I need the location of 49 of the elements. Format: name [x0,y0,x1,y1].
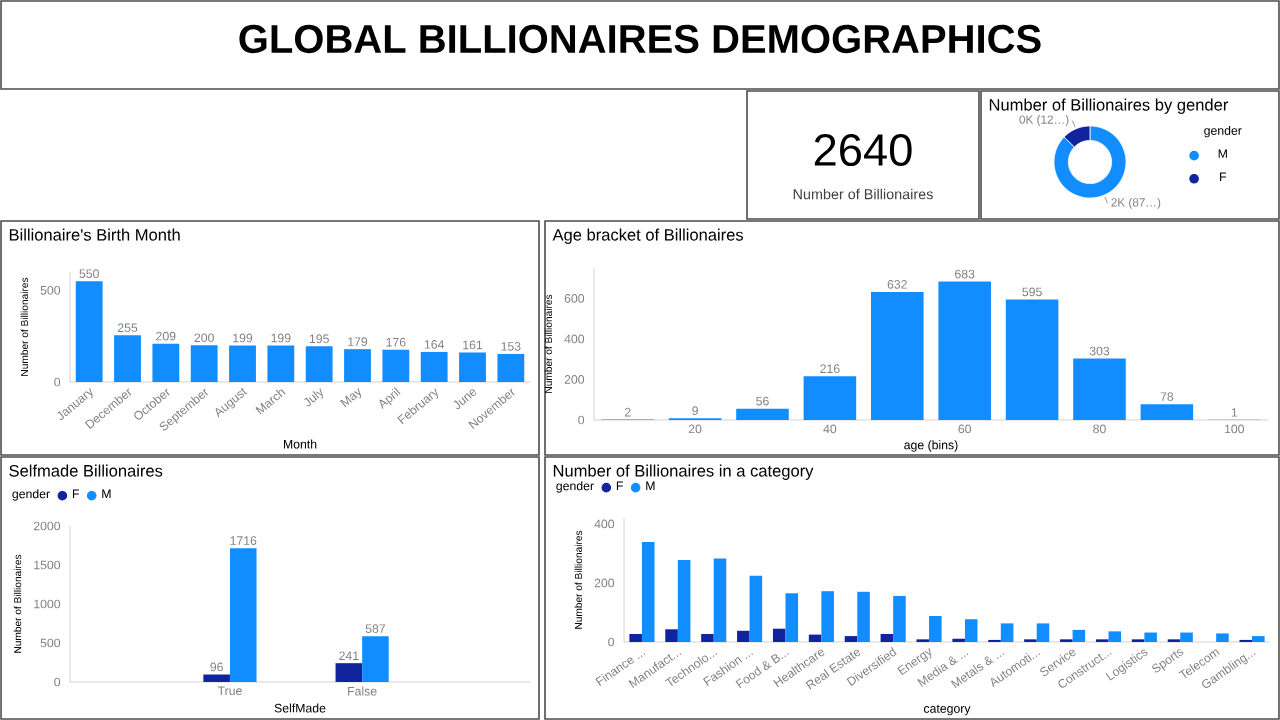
chart-title: Number of Billionaires in a category [553,464,814,480]
bar [785,593,799,642]
bar [772,628,786,642]
bar [1072,629,1086,642]
bar [203,674,230,682]
chart-title: Selfmade Billionaires [9,464,163,477]
bar [665,629,678,642]
text: GLOBAL BILLIONAIRES DEMOGRAPHICS [239,24,1041,54]
bar [229,548,257,682]
bar [701,634,714,642]
bar [821,591,834,642]
text: 2640 [814,133,912,167]
chart-title: Age bracket of Billionaires [552,228,744,244]
bar [629,634,642,642]
bar [844,636,858,642]
bar [641,541,655,642]
bar [1144,632,1157,642]
chart-title: Billionaire's Birth Month [9,228,180,241]
bar [335,663,363,682]
bar [1216,633,1229,642]
bar [1180,632,1193,642]
bar [497,353,525,382]
bar [75,281,103,382]
bar [305,346,333,382]
chart-title: Number of Billionaires by gender [989,98,1229,114]
bar [114,335,141,382]
bar [964,619,978,642]
bar [267,345,295,382]
bar [929,616,942,642]
bar [1000,623,1014,642]
bar [1108,631,1122,642]
bar [749,575,763,642]
bar [229,345,256,382]
bar [880,634,894,642]
bar [190,345,218,382]
bar [893,595,906,642]
bar [152,343,180,382]
bar [713,558,727,642]
bar [1252,636,1265,642]
bar [1036,623,1050,642]
bar [382,349,410,382]
bar [808,634,822,642]
bar [362,636,389,682]
bar [344,349,371,382]
bar [677,559,691,642]
bar [857,591,870,642]
bar [420,351,448,382]
bar [737,630,750,642]
bar [459,352,486,382]
